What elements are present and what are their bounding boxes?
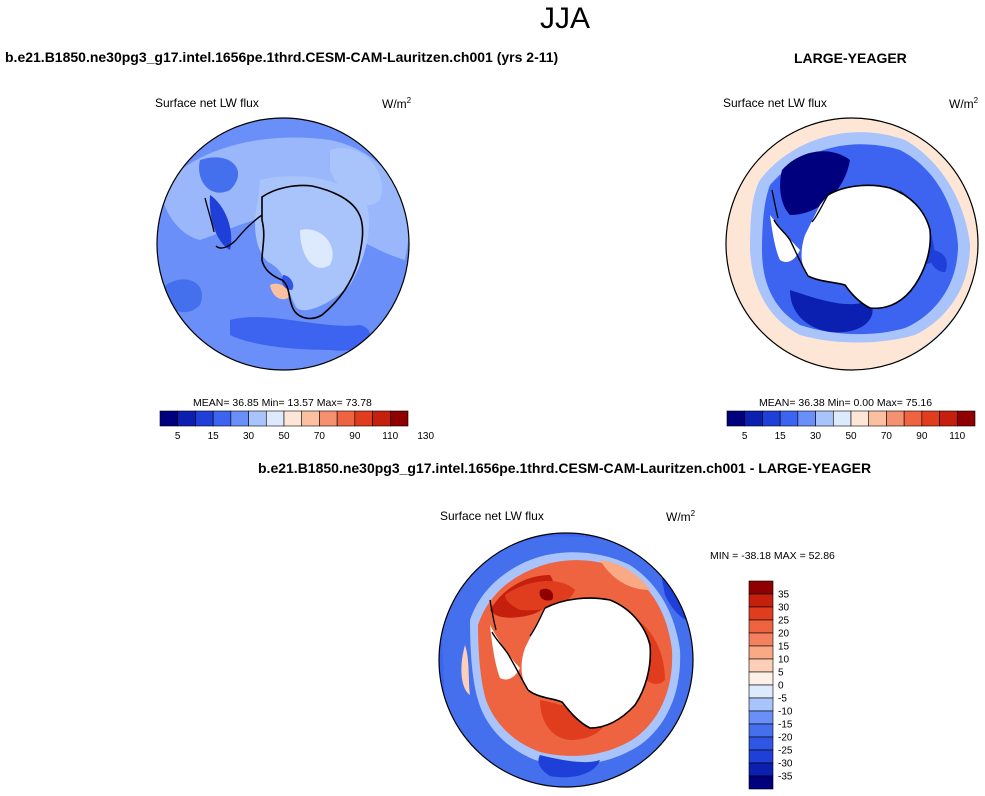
diff-panel-header: b.e21.B1850.ne30pg3_g17.intel.1656pe.1th…: [258, 460, 872, 476]
diff-colorbar-tick-label: -20: [778, 733, 793, 744]
diff-variable-label: Surface net LW flux: [440, 509, 544, 523]
diff-colorbar-swatch: [748, 606, 774, 621]
diff-colorbar-tick-label: 30: [778, 603, 790, 614]
model-colorbar-swatch: [265, 410, 285, 427]
diff-colorbar-tick-label: -5: [778, 694, 787, 705]
diff-colorbar-tick-label: 20: [778, 629, 790, 640]
obs-colorbar-swatch: [815, 410, 834, 427]
model-polar-map: [156, 117, 410, 371]
obs-colorbar-tick-label: 30: [810, 431, 822, 442]
model-colorbar-swatch: [336, 410, 356, 427]
model-colorbar-tick-label: 50: [278, 431, 290, 442]
diff-colorbar-swatch: [748, 749, 774, 764]
model-colorbar-swatch: [159, 410, 179, 427]
diff-colorbar-tick-label: 25: [778, 616, 790, 627]
diff-colorbar-swatch: [748, 697, 774, 712]
obs-colorbar-swatch: [797, 410, 816, 427]
diff-colorbar-tick-label: -30: [778, 759, 793, 770]
obs-colorbar-tick-label: 70: [881, 431, 893, 442]
diff-colorbar-swatch: [748, 684, 774, 699]
obs-colorbar-swatch: [939, 410, 958, 427]
diff-minmax: MIN = -38.18 MAX = 52.86: [710, 550, 835, 562]
obs-polar-map: [725, 117, 979, 371]
obs-panel-header: LARGE-YEAGER: [794, 50, 907, 66]
obs-colorbar-swatch: [956, 410, 976, 427]
diff-colorbar: 35 30 25 20 15 10 5 0 -5 -10 -15 -20 -25 -30 -35: [748, 580, 793, 790]
model-colorbar-tick-label: 5: [175, 431, 181, 442]
model-colorbar-swatch: [230, 410, 249, 427]
model-colorbar-swatch: [195, 410, 214, 427]
diff-colorbar-tick-label: 35: [778, 590, 790, 601]
obs-colorbar-tick-label: 15: [775, 431, 787, 442]
diff-colorbar-swatch: [748, 619, 774, 634]
obs-colorbar-tick-label: 5: [742, 431, 748, 442]
diff-colorbar-tick-label: -10: [778, 707, 793, 718]
obs-stats: MEAN= 36.38 Min= 0.00 Max= 75.16: [759, 397, 933, 409]
obs-colorbar-swatch: [726, 410, 746, 427]
diff-colorbar-swatch: [748, 580, 774, 595]
diff-colorbar-swatch: [748, 723, 774, 738]
model-colorbar-tick-label: 90: [349, 431, 361, 442]
diff-colorbar-swatch: [748, 762, 774, 777]
obs-variable-label: Surface net LW flux: [723, 96, 827, 110]
obs-colorbar-tick-label: 90: [916, 431, 928, 442]
model-colorbar-swatch: [283, 410, 303, 427]
obs-colorbar-swatch: [762, 410, 781, 427]
diff-colorbar-tick-label: 5: [778, 668, 784, 679]
diff-colorbar-swatch: [748, 658, 774, 673]
obs-colorbar-tick-label: 50: [845, 431, 857, 442]
model-colorbar-swatch: [389, 410, 409, 427]
model-colorbar-swatch: [301, 410, 320, 427]
diff-colorbar-swatch: [748, 593, 774, 608]
diff-colorbar-tick-label: -35: [778, 772, 793, 783]
model-panel-header: b.e21.B1850.ne30pg3_g17.intel.1656pe.1th…: [5, 49, 559, 65]
obs-colorbar-swatch: [903, 410, 923, 427]
model-colorbar-tick-label: 130: [417, 431, 434, 442]
model-colorbar-swatch: [319, 410, 338, 427]
model-variable-label: Surface net LW flux: [155, 96, 259, 110]
diff-colorbar-tick-label: -25: [778, 746, 793, 757]
obs-colorbar-tick-label: 110: [949, 431, 965, 442]
page-title: JJA: [540, 2, 591, 35]
model-colorbar-tick-label: 110: [382, 431, 398, 442]
model-colorbar-swatch: [372, 410, 391, 427]
model-units-label: W/m2: [382, 96, 412, 111]
obs-colorbar-swatch: [850, 410, 870, 427]
diff-colorbar-swatch: [748, 645, 774, 660]
diff-colorbar-swatch: [748, 736, 774, 751]
model-colorbar-tick-label: 15: [208, 431, 220, 442]
diff-colorbar-tick-label: 0: [778, 681, 784, 692]
obs-colorbar-swatch: [868, 410, 887, 427]
model-stats: MEAN= 36.85 Min= 13.57 Max= 73.78: [193, 397, 372, 409]
model-colorbar-swatch: [248, 410, 267, 427]
obs-colorbar-swatch: [921, 410, 940, 427]
model-colorbar-tick-label: 70: [314, 431, 326, 442]
diff-colorbar-tick-label: -15: [778, 720, 793, 731]
diff-colorbar-swatch: [748, 632, 774, 647]
model-colorbar-swatch: [212, 410, 232, 427]
model-colorbar-swatch: [354, 410, 373, 427]
obs-units-label: W/m2: [949, 96, 979, 111]
diff-colorbar-tick-label: 10: [778, 655, 790, 666]
diff-units-label: W/m2: [666, 509, 696, 524]
diff-colorbar-swatch: [748, 775, 774, 790]
diff-polar-map: [438, 532, 694, 788]
obs-colorbar-swatch: [779, 410, 799, 427]
obs-colorbar-swatch: [886, 410, 905, 427]
diff-colorbar-swatch: [748, 710, 774, 725]
obs-colorbar-swatch: [832, 410, 852, 427]
model-colorbar: 5 15 30 50 70 90 110 130: [159, 410, 434, 442]
obs-colorbar-swatch: [744, 410, 763, 427]
diff-colorbar-tick-label: 15: [778, 642, 790, 653]
model-colorbar-tick-label: 30: [243, 431, 255, 442]
model-colorbar-swatch: [177, 410, 196, 427]
diff-colorbar-swatch: [748, 671, 774, 686]
